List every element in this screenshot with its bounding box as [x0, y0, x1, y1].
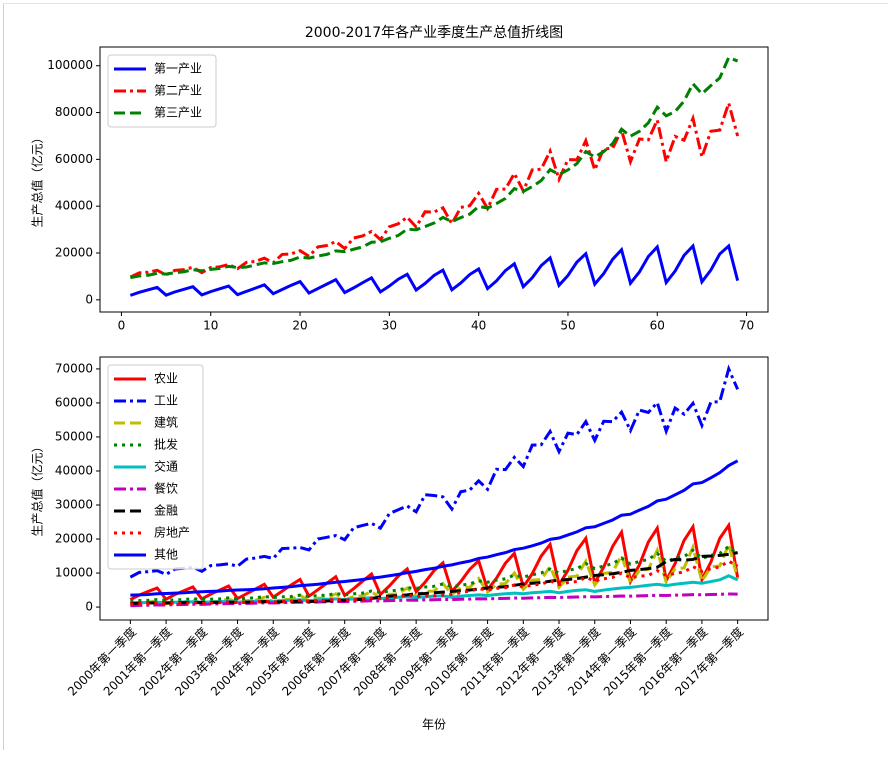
- y-tick-label: 60000: [55, 152, 93, 166]
- plot-frame: [99, 46, 769, 313]
- y-tick-label: 40000: [55, 199, 93, 213]
- series-line: [130, 459, 739, 597]
- series-line: [129, 242, 740, 297]
- x-tick-label: 0: [118, 319, 126, 333]
- x-tick-label: 70: [739, 319, 754, 333]
- chart-title: 2000-2017年各产业季度生产总值折线图: [305, 25, 563, 41]
- y-tick-label: 10000: [55, 566, 93, 580]
- x-tick-label: 20: [292, 319, 307, 333]
- legend-label: 第三产业: [154, 106, 202, 120]
- y-tick-label: 100000: [47, 58, 93, 72]
- y-tick-label: 0: [85, 600, 93, 614]
- x-tick-label: 10: [203, 319, 218, 333]
- frame: [3, 3, 888, 750]
- y-axis-label: 生产总值（亿元）: [30, 440, 45, 536]
- legend-label: 房地产: [154, 525, 190, 540]
- legend-label: 第二产业: [154, 84, 202, 98]
- legend-label: 工业: [154, 394, 178, 408]
- y-tick-label: 70000: [55, 361, 93, 375]
- legend-label: 农业: [154, 372, 178, 386]
- y-tick-label: 60000: [55, 395, 93, 409]
- series-line: [130, 55, 739, 280]
- y-tick-label: 20000: [55, 532, 93, 546]
- series-line: [130, 551, 738, 605]
- y-tick-label: 20000: [55, 246, 93, 260]
- x-axis-label: 年份: [422, 718, 446, 732]
- y-tick-label: 50000: [55, 429, 93, 443]
- plot-frame: [99, 356, 769, 621]
- y-tick-label: 40000: [55, 463, 93, 477]
- legend-label: 其他: [154, 548, 178, 562]
- legend-label: 第一产业: [154, 62, 202, 76]
- legend-label: 餐饮: [154, 481, 178, 496]
- series-line: [129, 97, 740, 279]
- series-line: [130, 539, 740, 606]
- series-line: [129, 521, 740, 602]
- x-tick-label: 40: [471, 319, 486, 333]
- y-tick-label: 80000: [55, 105, 93, 119]
- y-tick-label: 30000: [55, 498, 93, 512]
- series-line: [130, 544, 739, 603]
- x-tick-label: 50: [560, 319, 575, 333]
- x-tick-label: 30: [382, 319, 397, 333]
- series-line: [129, 364, 740, 579]
- y-tick-label: 0: [85, 292, 93, 306]
- legend-box: [107, 54, 217, 128]
- legend-label: 金融: [154, 503, 178, 518]
- legend-label: 建筑: [154, 415, 178, 430]
- legend-box: [107, 364, 204, 570]
- legend-label: 批发: [154, 437, 178, 452]
- y-axis-label: 生产总值（亿元）: [30, 131, 45, 227]
- legend-label: 交通: [154, 459, 178, 474]
- series-line: [130, 559, 739, 606]
- x-tick-label: 60: [650, 319, 665, 333]
